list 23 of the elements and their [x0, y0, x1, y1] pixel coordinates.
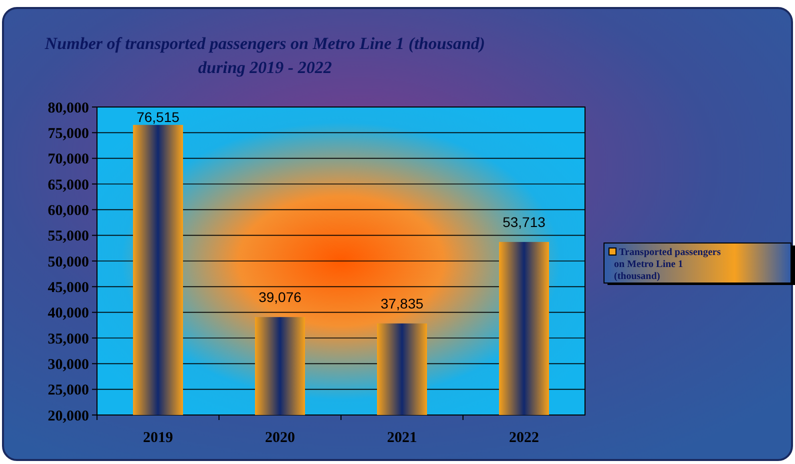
x-tick-label: 2022 [509, 430, 539, 446]
y-tick-label: 20,000 [48, 408, 89, 424]
legend-label: Transported passengers on Metro Line 1 (thousand) [614, 247, 721, 282]
data-label: 53,713 [502, 214, 546, 230]
y-tick-label: 30,000 [48, 356, 89, 373]
y-tick-label: 80,000 [48, 100, 89, 116]
y-tick-label: 35,000 [48, 331, 89, 348]
y-tick-label: 55,000 [48, 228, 89, 245]
x-tick-label: 2021 [387, 430, 417, 446]
x-tick-label: 2019 [143, 430, 173, 446]
y-tick-label: 45,000 [48, 280, 89, 296]
data-label: 76,515 [136, 108, 180, 125]
chart-title: Number of transported passengers on Metro Line 1 (thousand) during 2019 - 2022 [44, 34, 486, 77]
data-label: 39,076 [258, 289, 302, 306]
x-tick-label: 2020 [265, 430, 295, 446]
y-tick-label: 75,000 [48, 126, 89, 142]
y-tick-label: 40,000 [48, 306, 89, 322]
y-tick-label: 60,000 [48, 202, 89, 219]
y-tick-label: 70,000 [48, 152, 89, 168]
y-tick-label: 50,000 [48, 254, 89, 270]
y-tick-label: 65,000 [48, 177, 89, 194]
y-tick-label: 25,000 [48, 382, 89, 399]
data-label: 37,835 [380, 295, 424, 312]
